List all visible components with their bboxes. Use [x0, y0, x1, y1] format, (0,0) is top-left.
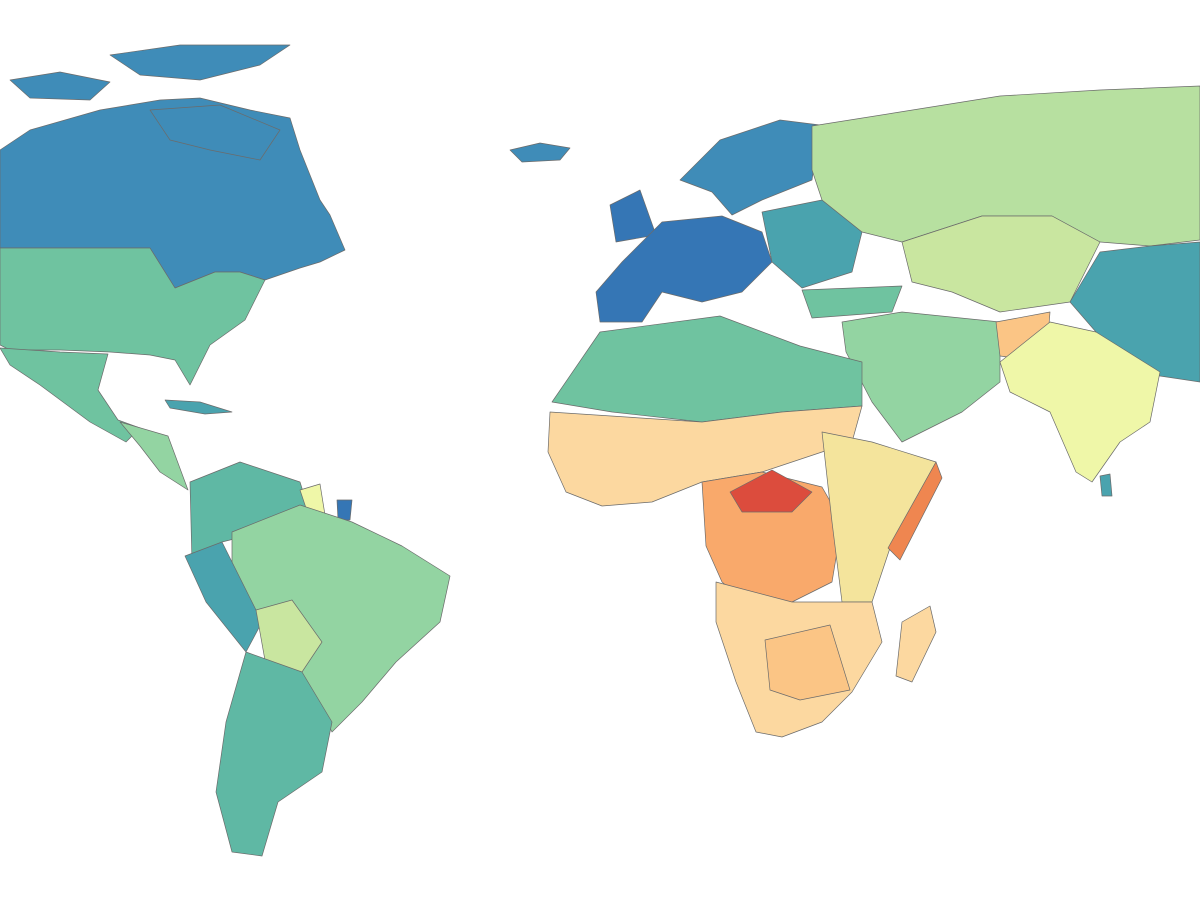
island [9, 71, 111, 101]
island [109, 44, 291, 81]
country [701, 471, 843, 603]
country [0, 347, 141, 443]
country [801, 285, 903, 319]
country [609, 189, 657, 243]
country [255, 599, 323, 673]
country [729, 469, 813, 513]
country [841, 311, 1001, 443]
country [895, 605, 937, 683]
country [164, 399, 233, 415]
country [679, 119, 821, 216]
country [551, 315, 863, 423]
country [821, 431, 937, 603]
country [215, 651, 333, 857]
country [1099, 473, 1113, 497]
country [509, 142, 571, 163]
island [149, 104, 281, 161]
country [336, 499, 353, 521]
country [119, 421, 189, 491]
country [595, 215, 773, 323]
country [887, 461, 943, 561]
country [764, 624, 851, 701]
country [999, 321, 1161, 483]
